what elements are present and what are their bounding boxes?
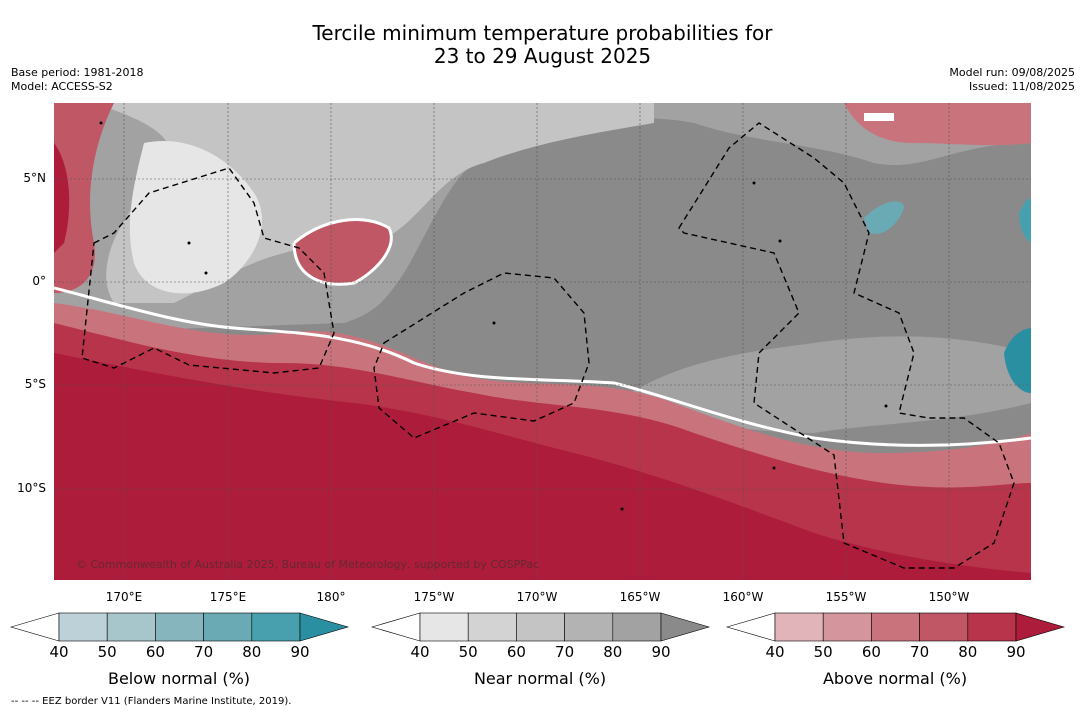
colorbar-segment [822,612,872,642]
colorbar-segment [58,612,108,642]
colorbar-segment [919,612,969,642]
eez-borders [81,122,1015,569]
meta-right: Model run: 09/08/2025 Issued: 11/08/2025 [949,66,1075,94]
colorbar-low-extend [370,612,421,642]
colorbar-tick: 90 [290,643,310,661]
below-normal-patch-east-upper [1019,198,1031,243]
colorbar-tick: 70 [910,643,930,661]
lon-label-160w: 160°W [722,590,764,604]
above-normal-west-core [54,143,70,253]
title-line-2: 23 to 29 August 2025 [433,44,652,68]
colorbar-segment [106,612,156,642]
colorbar-segment [203,612,253,642]
colorbar-low-extend [725,612,776,642]
colorbar-segment [516,612,565,642]
colorbar-label-above: Above normal (%) [822,669,968,688]
lat-label-0: 0° [32,274,46,288]
above-normal-west-edge [54,103,114,293]
colorbar-tick: 40 [765,643,785,661]
below-normal-patch-east-lower [1004,328,1031,393]
lon-label-170w: 170°W [516,590,558,604]
colorbar-high-extend [1015,612,1066,642]
island-dots [99,121,888,511]
issued-text: Issued: 11/08/2025 [968,80,1075,93]
lat-label-5s: 5°S [24,377,46,391]
map-canvas [54,103,1031,580]
colorbar-tick: 70 [194,643,214,661]
colorbar-above-normal [725,612,1066,642]
lon-label-180: 180° [316,590,346,604]
lon-label-165w: 165°W [619,590,661,604]
colorbar-tick: 40 [410,643,430,661]
model-run-text: Model run: 09/08/2025 [949,66,1075,79]
colorbar-tick: 40 [49,643,69,661]
base-period-text: Base period: 1981-2018 [11,66,144,79]
colorbar-high-extend [299,612,350,642]
colorbar-segment [774,612,824,642]
colorbar-tick: 80 [603,643,623,661]
colorbar-tick: 70 [555,643,575,661]
colorbar-tick: 60 [861,643,881,661]
colorbars [9,612,1066,642]
model-text: Model: ACCESS-S2 [11,80,113,93]
lon-label-170e: 170°E [105,590,143,604]
title-line-1: Tercile minimum temperature probabilitie… [312,21,773,45]
colorbar-segment [155,612,204,642]
colorbar-segment [251,612,301,642]
eez-legend: -- -- -- EEZ border V11 (Flanders Marine… [11,696,292,707]
lon-label-175e: 175°E [209,590,247,604]
map-title: Tercile minimum temperature probabilitie… [0,22,1085,68]
probability-map [54,103,1031,580]
copyright-text: © Commonwealth of Australia 2025, Bureau… [76,558,540,571]
category-boundary-south [54,286,1031,447]
colorbar-label-below: Below normal (%) [107,669,251,688]
colorbar-tick: 60 [506,643,526,661]
above-normal-northeast-white [864,113,894,121]
colorbar-tick: 50 [813,643,833,661]
lon-label-155w: 155°W [825,590,867,604]
colorbar-tick: 80 [958,643,978,661]
colorbar-segment [871,612,920,642]
map-gridlines [54,103,1031,580]
lon-label-175w: 175°W [413,590,455,604]
above-normal-south-core [54,353,1031,580]
colorbar-segment [564,612,614,642]
lon-label-150w: 150°W [928,590,970,604]
colorbar-low-extend [9,612,60,642]
colorbar-tick: 60 [145,643,165,661]
colorbar-segment [612,612,662,642]
colorbar-segment [419,612,469,642]
colorbar-tick: 90 [1006,643,1026,661]
colorbar-below-normal [9,612,350,642]
colorbar-near-normal [370,612,711,642]
colorbar-tick: 80 [242,643,262,661]
colorbar-segment [967,612,1017,642]
colorbar-tick: 90 [651,643,671,661]
colorbar-segment [467,612,517,642]
colorbar-label-near: Near normal (%) [473,669,607,688]
lat-label-10s: 10°S [17,481,46,495]
meta-left: Base period: 1981-2018 Model: ACCESS-S2 [11,66,143,94]
below-normal-patch-north [864,201,904,234]
colorbar-tick: 50 [458,643,478,661]
colorbar-tick: 50 [97,643,117,661]
category-boundary-center [292,218,393,286]
lat-label-5n: 5°N [23,171,46,185]
colorbar-high-extend [660,612,711,642]
